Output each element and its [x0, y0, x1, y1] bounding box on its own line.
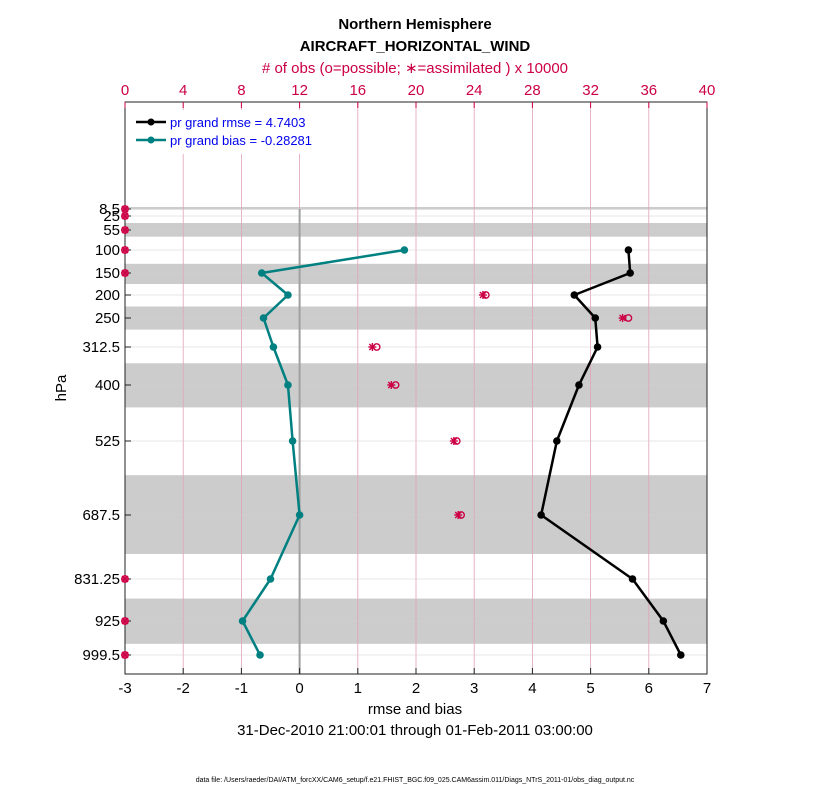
- left-tick-label: 831.25: [74, 571, 120, 588]
- legend-rmse-marker: [147, 118, 155, 126]
- x-axis-label: rmse and bias: [368, 701, 462, 718]
- obs-count-layer: [121, 205, 633, 659]
- bottom-axis-ticks: -3 -2 -1 0 1 2 3 4 5 6 7: [118, 668, 711, 697]
- top-tick-label: 40: [699, 82, 716, 99]
- obs-assimilated-point: [121, 226, 129, 234]
- left-tick-label: 8.5: [99, 201, 120, 218]
- rmse-point: [628, 575, 637, 583]
- left-tick-label: 312.5: [82, 339, 120, 356]
- obs-assimilated-point: [387, 381, 396, 389]
- bias-point: [256, 651, 264, 659]
- obs-assimilated-point: [121, 269, 129, 277]
- rmse-point: [553, 437, 561, 445]
- data-file-footer: data file: /Users/raeder/DAI/ATM_forcXX/…: [196, 777, 635, 784]
- bottom-tick-label: 0: [295, 680, 303, 697]
- bias-point: [257, 269, 266, 277]
- left-tick-label: 55: [103, 222, 120, 239]
- left-tick-label: 999.5: [82, 647, 120, 664]
- top-tick-label: 4: [179, 82, 187, 99]
- bottom-tick-label: -2: [177, 680, 190, 697]
- left-tick-label: 400: [95, 377, 120, 394]
- rmse-point: [575, 381, 583, 389]
- rmse-point: [591, 314, 600, 322]
- chart-subtitle: AIRCRAFT_HORIZONTAL_WIND: [300, 38, 531, 55]
- bias-point: [284, 381, 292, 389]
- legend-bias-marker: [147, 136, 155, 144]
- top-tick-label: 28: [524, 82, 541, 99]
- y-axis-label: hPa: [53, 374, 70, 401]
- top-tick-label: 24: [466, 82, 483, 99]
- left-tick-label: 25: [103, 208, 120, 225]
- rmse-point: [537, 511, 545, 519]
- left-tick-label: 250: [95, 310, 120, 327]
- top-tick-label: 20: [408, 82, 425, 99]
- left-tick-label: 525: [95, 433, 120, 450]
- gridlines: [125, 102, 707, 674]
- bias-point: [288, 437, 297, 445]
- obs-assimilated-point: [368, 343, 377, 351]
- left-tick-label: 200: [95, 287, 120, 304]
- bottom-tick-label: 7: [703, 680, 711, 697]
- bias-point: [400, 246, 409, 254]
- series-layer: [238, 246, 685, 659]
- top-axis-label: # of obs (o=possible; ∗=assimilated ) x …: [262, 60, 568, 77]
- top-tick-label: 16: [349, 82, 366, 99]
- top-tick-label: 0: [121, 82, 129, 99]
- legend: pr grand rmse = 4.7403 pr grand bias = -…: [134, 110, 334, 154]
- obs-assimilated-point: [121, 617, 129, 625]
- top-tick-label: 12: [291, 82, 308, 99]
- date-range: 31-Dec-2010 21:00:01 through 01-Feb-2011…: [237, 722, 593, 739]
- rmse-point: [570, 291, 579, 299]
- legend-rmse-label: pr grand rmse = 4.7403: [170, 115, 306, 130]
- obs-assimilated-point: [449, 437, 458, 445]
- rmse-point: [677, 651, 685, 659]
- obs-assimilated-point: [478, 291, 487, 299]
- bottom-tick-label: 6: [645, 680, 653, 697]
- bottom-tick-label: 4: [528, 680, 536, 697]
- obs-assimilated-point: [121, 651, 129, 659]
- obs-assimilated-point: [454, 511, 463, 519]
- bottom-tick-label: -3: [118, 680, 131, 697]
- obs-assimilated-point: [618, 314, 627, 322]
- obs-assimilated-point: [121, 575, 129, 583]
- bias-point: [284, 291, 292, 299]
- rmse-point: [626, 269, 634, 277]
- bias-point: [269, 343, 278, 351]
- rmse-point: [593, 343, 602, 351]
- left-tick-label: 150: [95, 265, 120, 282]
- chart-title: Northern Hemisphere: [338, 16, 491, 33]
- left-tick-label: 100: [95, 242, 120, 259]
- bottom-tick-label: 2: [412, 680, 420, 697]
- rmse-point: [659, 617, 668, 625]
- legend-bias-label: pr grand bias = -0.28281: [170, 133, 312, 148]
- bias-point: [238, 617, 247, 625]
- legend-box: [134, 110, 334, 154]
- obs-assimilated-point: [121, 246, 129, 254]
- bottom-tick-label: 1: [354, 680, 362, 697]
- top-tick-label: 32: [582, 82, 599, 99]
- top-tick-label: 8: [237, 82, 245, 99]
- obs-assimilated-point: [121, 205, 129, 213]
- bias-point: [259, 314, 268, 322]
- left-tick-label: 925: [95, 613, 120, 630]
- bias-point: [266, 575, 275, 583]
- bottom-tick-label: -1: [235, 680, 248, 697]
- left-tick-label: 687.5: [82, 507, 120, 524]
- bottom-tick-label: 3: [470, 680, 478, 697]
- top-tick-label: 36: [640, 82, 657, 99]
- bias-point: [295, 511, 304, 519]
- obs-assimilated-point: [121, 212, 129, 220]
- top-axis-ticks: 0 4 8 12 16 20 24 28 32 36 40: [121, 82, 716, 108]
- bottom-tick-label: 5: [586, 680, 594, 697]
- rmse-point: [624, 246, 633, 254]
